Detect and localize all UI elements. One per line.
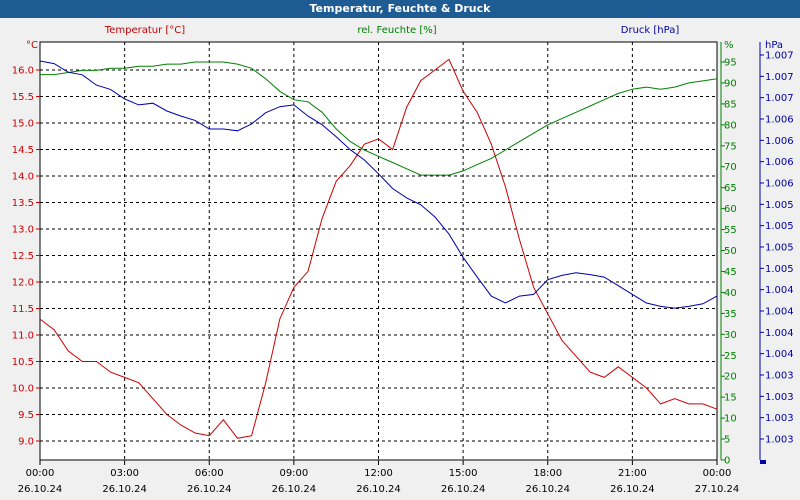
pressure-axis: hPa1.0071.0071.0071.0061.0061.0061.0061.… [759, 40, 794, 460]
temp-tick-label: 10.0 [12, 384, 34, 395]
humidity-tick-label: 80 [724, 120, 737, 131]
pressure-tick-label: 1.005 [765, 243, 794, 254]
pressure-unit-label: hPa [765, 40, 783, 51]
humidity-tick-label: 25 [724, 351, 737, 362]
humidity-tick-label: 30 [724, 330, 737, 341]
humidity-tick-label: 90 [724, 78, 737, 89]
date-tick-label: 26.10.24 [102, 484, 147, 495]
humidity-tick-label: 55 [724, 225, 737, 236]
date-tick-label: 26.10.24 [441, 484, 486, 495]
date-tick-label: 26.10.24 [525, 484, 570, 495]
humidity-tick-label: 75 [724, 141, 737, 152]
series-lines [39, 58, 718, 439]
pressure-tick-label: 1.004 [765, 285, 794, 296]
humidity-tick-label: 10 [724, 414, 737, 425]
pressure-tick-label: 1.003 [765, 413, 794, 424]
temp-tick-label: 9.5 [18, 410, 34, 421]
temp-tick-label: 11.5 [12, 304, 34, 315]
temp-tick-label: 12.5 [12, 251, 34, 262]
pressure-tick-label: 1.004 [765, 349, 794, 360]
humidity-tick-label: 15 [724, 393, 737, 404]
pressure-tick-label: 1.005 [765, 221, 794, 232]
temp-tick-label: 9.0 [18, 437, 34, 448]
pressure-tick-label: 1.007 [765, 51, 794, 62]
pressure-tick-label: 1.003 [765, 435, 794, 446]
temp-axis: °C 16.0 15.5 15.0 14.5 14.0 13.5 13.0 12.5 12.0 11… [12, 40, 40, 448]
time-tick-label: 03:00 [110, 468, 139, 479]
temp-tick-label: 10.5 [12, 357, 34, 368]
temp-tick-label: 13.5 [12, 198, 34, 209]
humidity-tick-label: 60 [724, 204, 737, 215]
humidity-tick-label: 65 [724, 183, 737, 194]
series-temp-line [39, 58, 718, 439]
humidity-tick-label: 20 [724, 372, 737, 383]
humidity-tick-label: 5 [724, 435, 730, 446]
date-tick-label: 27.10.24 [695, 484, 740, 495]
time-tick-label: 18:00 [533, 468, 562, 479]
temp-tick-label: 11.0 [12, 331, 34, 342]
time-tick-label: 12:00 [364, 468, 393, 479]
time-axis: 00:00 26.10.24 03:00 26.10.24 06:00 26.10.24 0… [18, 460, 740, 495]
legend-entry: rel. Feuchte [%] [357, 25, 436, 36]
series-hum-line [40, 61, 718, 176]
humidity-tick-label: 50 [724, 246, 737, 257]
humidity-unit-label: % [724, 40, 734, 51]
humidity-tick-label: 95 [724, 58, 737, 69]
pressure-tick-label: 1.006 [765, 136, 794, 147]
pressure-tick-label: 1.004 [765, 307, 794, 318]
chart-title: Temperatur, Feuchte & Druck [0, 0, 800, 18]
time-tick-label: 06:00 [195, 468, 224, 479]
temp-tick-label: 15.0 [12, 119, 34, 130]
temp-tick-label: 14.5 [12, 145, 34, 156]
humidity-tick-label: 35 [724, 309, 737, 320]
pressure-tick-label: 1.003 [765, 392, 794, 403]
time-tick-label: 00:00 [26, 468, 55, 479]
temp-tick-label: 12.0 [12, 278, 34, 289]
date-tick-label: 26.10.24 [610, 484, 655, 495]
pressure-tick-label: 1.005 [765, 200, 794, 211]
legend-entry: Druck [hPa] [621, 25, 680, 36]
temp-tick-label: 16.0 [12, 66, 34, 77]
pressure-tick-label: 1.007 [765, 72, 794, 83]
chart-canvas: °C 16.0 15.5 15.0 14.5 14.0 13.5 13.0 12.5 12.0 11… [0, 18, 800, 500]
date-tick-label: 26.10.24 [187, 484, 232, 495]
grid [40, 42, 717, 460]
date-tick-label: 26.10.24 [272, 484, 317, 495]
humidity-tick-label: 45 [724, 267, 737, 278]
pressure-tick-label: 1.005 [765, 264, 794, 275]
temp-tick-label: 14.0 [12, 172, 34, 183]
pressure-tick-label: 1.006 [765, 115, 794, 126]
humidity-tick-label: 0 [724, 456, 730, 467]
humidity-tick-label: 70 [724, 162, 737, 173]
legend: Temperatur [°C] rel. Feuchte [%] Druck [hP… [104, 25, 680, 36]
time-tick-label: 15:00 [449, 468, 478, 479]
time-tick-label: 21:00 [618, 468, 647, 479]
series-press-line [39, 60, 718, 309]
time-tick-label: 09:00 [279, 468, 308, 479]
humidity-tick-label: 85 [724, 99, 737, 110]
temp-tick-label: 13.0 [12, 225, 34, 236]
date-tick-label: 26.10.24 [356, 484, 401, 495]
pressure-tick-label: 1.004 [765, 328, 794, 339]
temp-tick-label: 15.5 [12, 92, 34, 103]
pressure-tick-label: 1.003 [765, 371, 794, 382]
time-tick-label: 00:00 [703, 468, 732, 479]
pressure-tick-label: 1.006 [765, 157, 794, 168]
legend-entry: Temperatur [°C] [104, 25, 185, 36]
temp-unit-label: °C [26, 40, 38, 51]
pressure-tick-label: 1.007 [765, 93, 794, 104]
date-tick-label: 26.10.24 [18, 484, 63, 495]
pressure-tick-label: 1.006 [765, 179, 794, 190]
humidity-tick-label: 40 [724, 288, 737, 299]
